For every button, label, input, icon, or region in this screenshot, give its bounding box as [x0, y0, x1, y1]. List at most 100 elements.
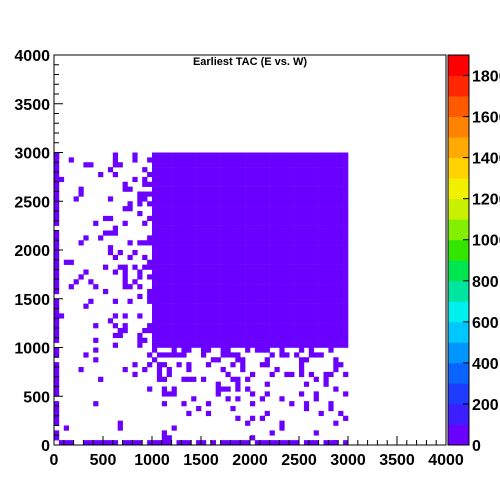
heatmap-cell — [225, 269, 231, 275]
heatmap-cell — [215, 264, 221, 270]
heatmap-cell — [269, 284, 275, 290]
heatmap-cell — [338, 211, 344, 217]
heatmap-cell — [171, 425, 177, 431]
heatmap-cell — [245, 264, 251, 270]
heatmap-cell — [289, 162, 295, 168]
heatmap-cell — [303, 172, 310, 178]
heatmap-cell — [250, 254, 256, 261]
heatmap-cell — [259, 318, 265, 324]
heatmap-cell — [245, 313, 251, 319]
heatmap-cell — [308, 337, 314, 343]
heatmap-cell — [201, 206, 207, 212]
heatmap-cell — [176, 289, 182, 295]
heatmap-cell — [254, 157, 261, 163]
heatmap-cell — [210, 269, 216, 275]
heatmap-cell — [215, 157, 221, 163]
heatmap-cell — [127, 206, 133, 212]
heatmap-cell — [152, 176, 158, 183]
heatmap-cell — [191, 196, 197, 202]
heatmap-cell — [303, 323, 310, 329]
heatmap-cell — [156, 172, 163, 178]
heatmap-cell — [254, 176, 261, 183]
heatmap-cell — [230, 259, 236, 265]
heatmap-cell — [279, 425, 285, 431]
heatmap-cell — [328, 157, 334, 163]
edge-strip-cell — [103, 440, 109, 446]
heatmap-cell — [240, 245, 246, 251]
heatmap-cell — [254, 298, 261, 304]
heatmap-cell — [161, 215, 167, 222]
heatmap-cell — [343, 230, 349, 236]
heatmap-cell — [328, 225, 334, 231]
heatmap-cell — [201, 293, 207, 300]
heatmap-cell — [269, 264, 275, 270]
edge-strip-cell — [264, 440, 270, 446]
heatmap-cell — [161, 186, 167, 192]
heatmap-cell — [152, 284, 158, 290]
heatmap-cell — [176, 215, 182, 222]
heatmap-cell — [181, 215, 187, 222]
heatmap-cell — [181, 191, 187, 197]
colorbar-segment — [448, 280, 469, 302]
heatmap-cell — [230, 298, 236, 304]
heatmap-cell — [313, 264, 319, 270]
heatmap-cell — [166, 259, 172, 265]
heatmap-cell — [142, 181, 148, 187]
heatmap-cell — [215, 230, 221, 236]
heatmap-cell — [166, 318, 172, 324]
heatmap-cell — [205, 337, 212, 343]
heatmap-cell — [259, 191, 265, 197]
heatmap-cell — [264, 381, 270, 387]
heatmap-cell — [343, 245, 349, 251]
heatmap-cell — [250, 308, 256, 314]
heatmap-cell — [210, 259, 216, 265]
heatmap-cell — [225, 240, 231, 246]
heatmap-cell — [279, 250, 285, 256]
heatmap-cell — [152, 332, 158, 339]
heatmap-cell — [303, 313, 310, 319]
colorbar-tick-label: 400 — [472, 356, 499, 373]
heatmap-cell — [215, 206, 221, 212]
heatmap-cell — [338, 240, 344, 246]
heatmap-cell — [220, 289, 226, 295]
heatmap-cell — [323, 220, 329, 226]
heatmap-cell — [289, 220, 295, 226]
heatmap-cell — [274, 332, 280, 339]
heatmap-cell — [328, 181, 334, 187]
heatmap-cell — [294, 293, 300, 300]
heatmap-cell — [186, 318, 192, 324]
heatmap-cell — [196, 152, 202, 158]
heatmap-cell — [112, 157, 118, 163]
heatmap-cell — [88, 298, 94, 304]
heatmap-cell — [303, 293, 310, 300]
heatmap-cell — [245, 289, 251, 295]
heatmap-cell — [117, 332, 123, 339]
heatmap-cell — [343, 172, 349, 178]
edge-strip-cell — [147, 440, 153, 446]
heatmap-cell — [147, 274, 153, 280]
edge-strip-cell — [343, 440, 349, 446]
heatmap-cell — [254, 250, 261, 256]
edge-strip-cell — [54, 337, 60, 343]
heatmap-cell — [250, 371, 256, 378]
heatmap-cell — [147, 289, 153, 295]
heatmap-cell — [166, 391, 172, 397]
heatmap-cell — [152, 230, 158, 236]
heatmap-cell — [240, 289, 246, 295]
heatmap-cell — [279, 215, 285, 222]
edge-strip-cell — [54, 157, 60, 163]
heatmap-cell — [152, 308, 158, 314]
heatmap-cell — [156, 352, 163, 358]
heatmap-cell — [112, 323, 118, 329]
heatmap-cell — [201, 298, 207, 304]
heatmap-cell — [156, 313, 163, 319]
heatmap-cell — [308, 211, 314, 217]
heatmap-cell — [250, 259, 256, 265]
heatmap-cell — [171, 308, 177, 314]
heatmap-cell — [205, 342, 212, 348]
heatmap-cell — [152, 250, 158, 256]
heatmap-cell — [245, 293, 251, 300]
heatmap-cell — [240, 279, 246, 285]
edge-strip-cell — [54, 259, 60, 265]
heatmap-cell — [186, 410, 192, 417]
